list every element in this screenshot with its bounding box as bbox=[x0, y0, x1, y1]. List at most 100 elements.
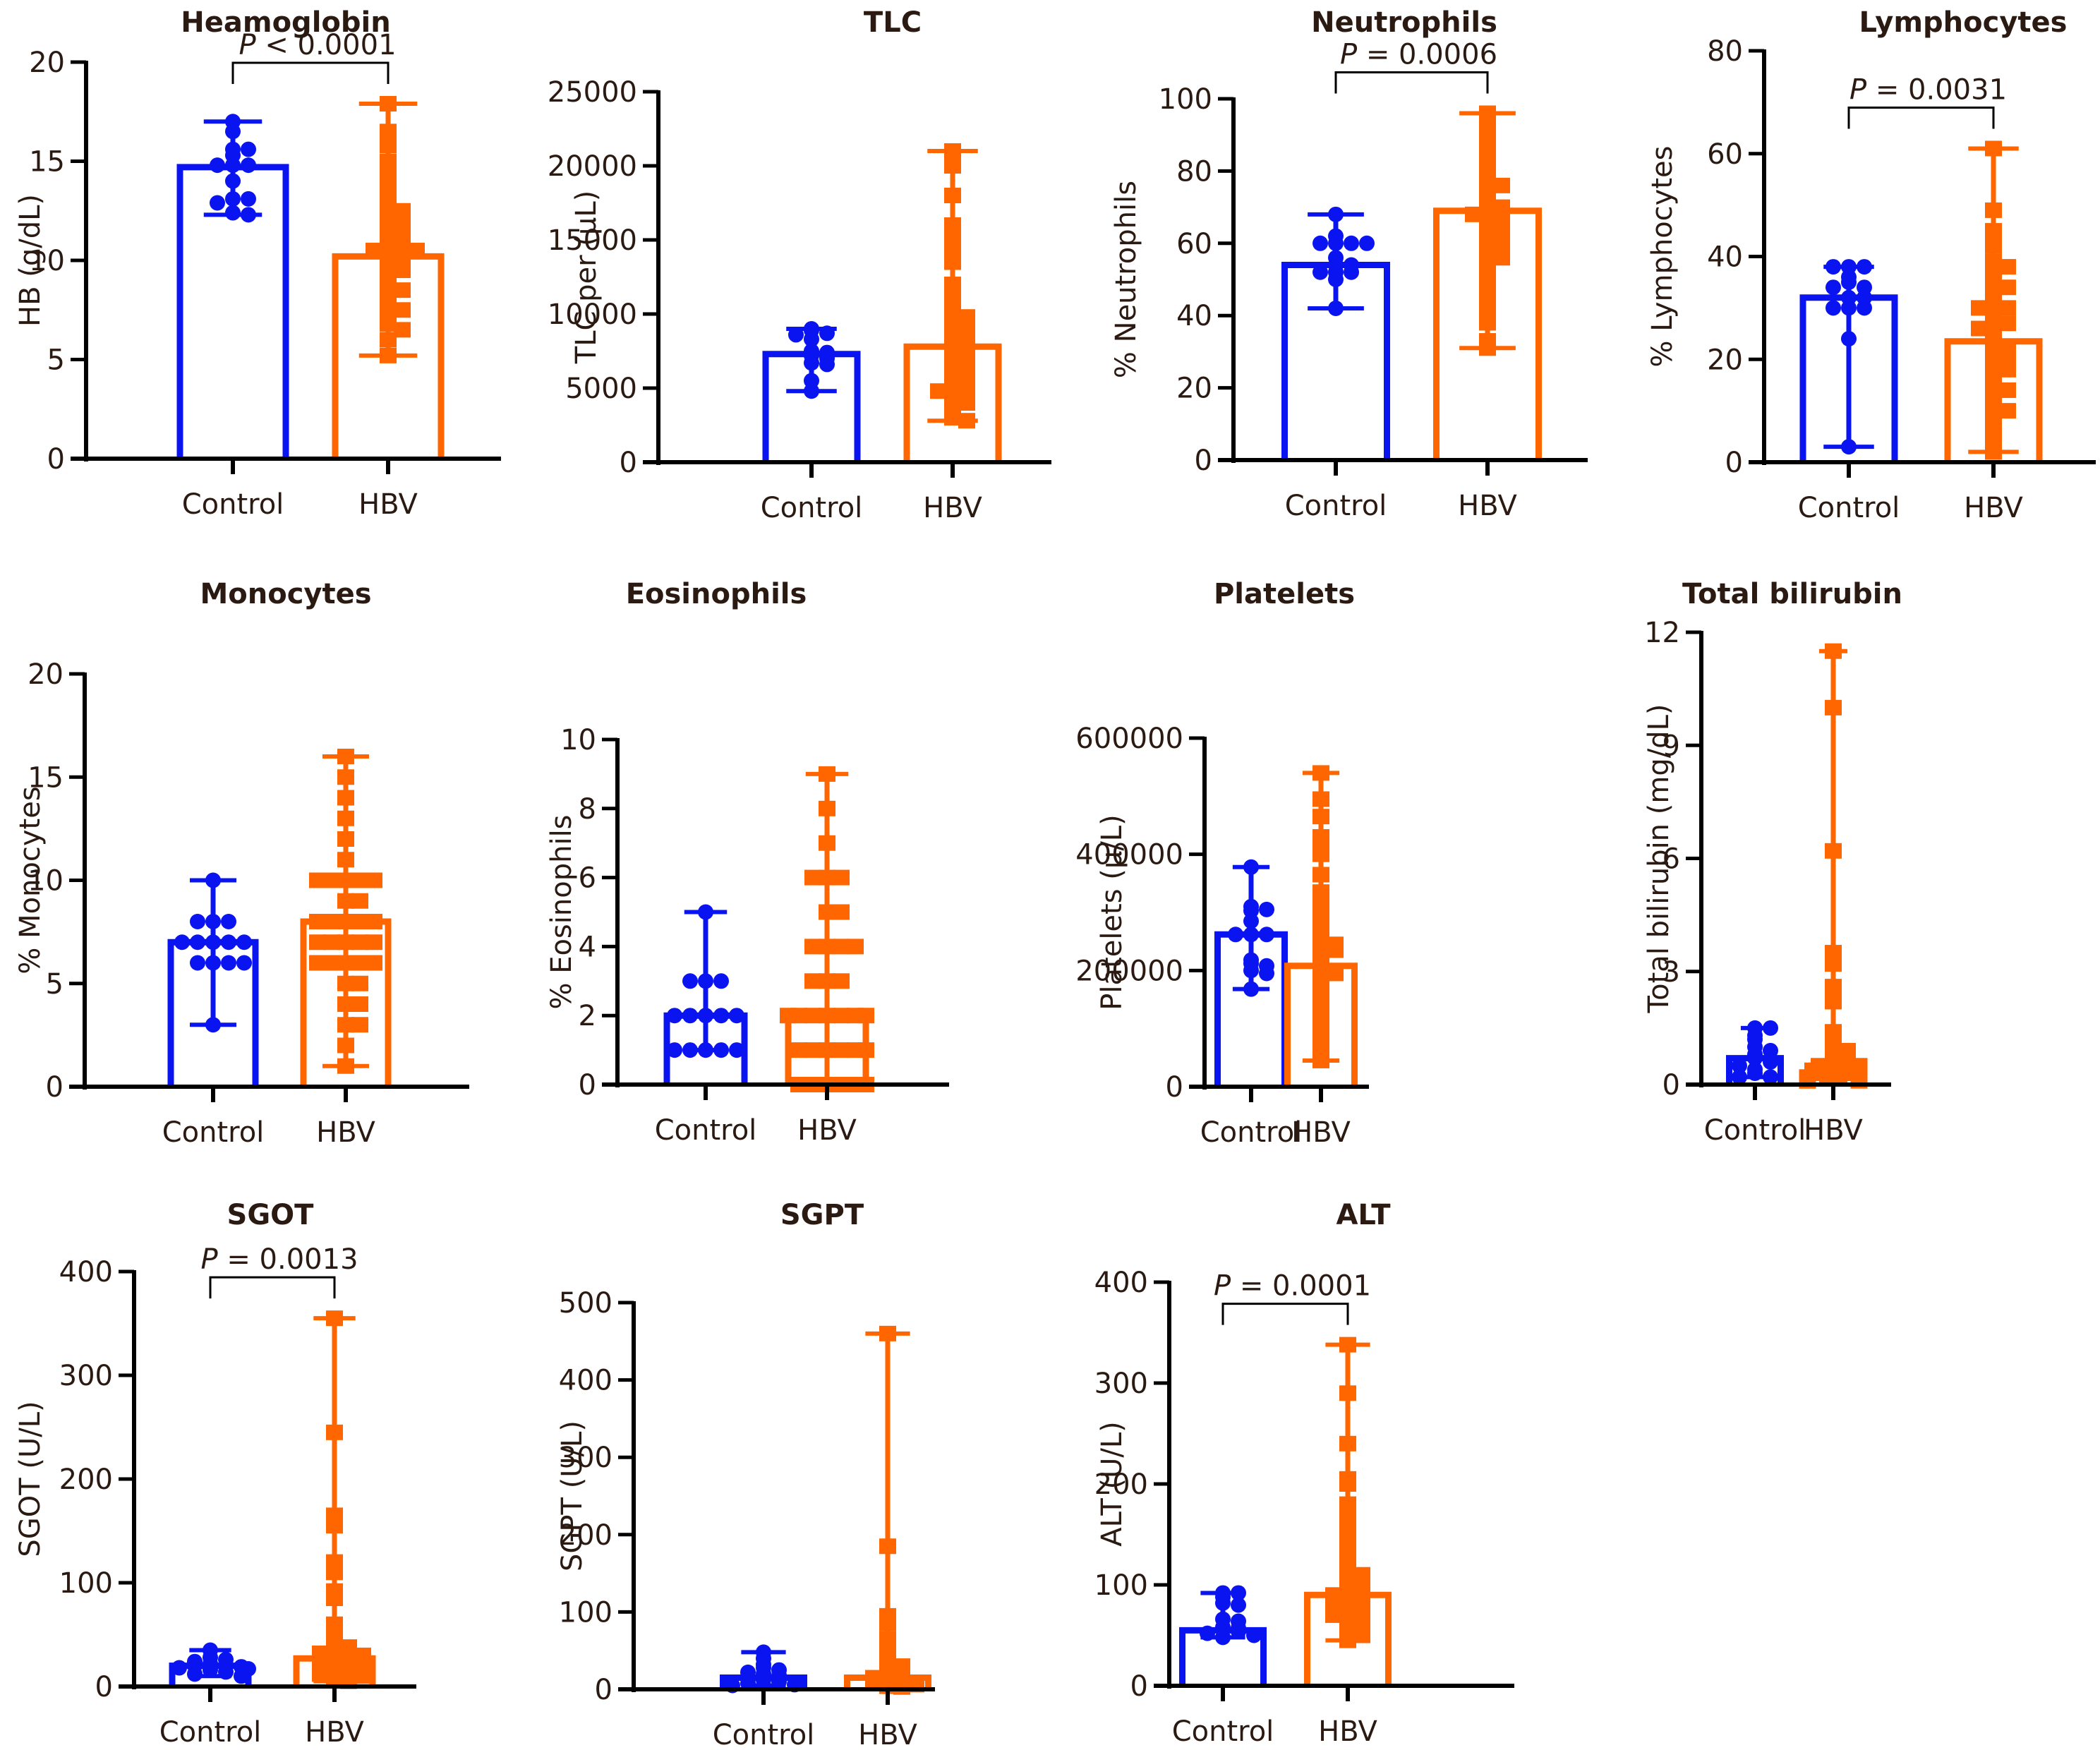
data-point-control bbox=[1328, 300, 1344, 316]
data-point-hbv bbox=[351, 996, 368, 1012]
significance-bracket bbox=[231, 61, 390, 85]
data-point-hbv bbox=[879, 1538, 896, 1555]
y-axis-title: ALT (U/L) bbox=[1096, 1421, 1128, 1547]
p-value-label: P = 0.0006 bbox=[1340, 38, 1497, 71]
data-point-control bbox=[1763, 1069, 1778, 1085]
series-control bbox=[720, 1644, 807, 1694]
data-point-control bbox=[221, 955, 236, 971]
data-point-hbv bbox=[394, 322, 411, 338]
data-point-hbv bbox=[326, 1591, 343, 1607]
y-tick-label: 25000 bbox=[548, 76, 637, 109]
p-value-label: P < 0.0001 bbox=[239, 29, 396, 61]
data-point-control bbox=[1328, 206, 1344, 222]
series-hbv bbox=[332, 96, 445, 459]
data-point-hbv bbox=[833, 1042, 850, 1058]
data-point-control bbox=[698, 1008, 713, 1024]
y-axis-title: Platelets (μ/L) bbox=[1096, 814, 1128, 1010]
data-point-control bbox=[1857, 300, 1872, 316]
y-tick-label: 0 bbox=[1130, 1670, 1148, 1703]
data-point-hbv bbox=[958, 309, 975, 325]
y-tick-label: 0 bbox=[620, 447, 637, 479]
chart-panel-lymphocytes: Lymphocytes 0 20 40 60 80 Control HBV % Lymphocy… bbox=[1646, 6, 2096, 524]
data-point-control bbox=[756, 1672, 771, 1688]
data-point-hbv bbox=[366, 242, 382, 258]
y-tick-label: 300 bbox=[59, 1360, 113, 1392]
data-point-hbv bbox=[819, 904, 835, 920]
data-point-hbv bbox=[819, 1008, 835, 1024]
data-point-control bbox=[788, 327, 804, 343]
data-point-control bbox=[1344, 264, 1359, 280]
data-point-control bbox=[190, 934, 205, 951]
data-point-hbv bbox=[944, 254, 961, 270]
y-tick-label: 60 bbox=[1707, 138, 1743, 171]
data-point-hbv bbox=[1493, 250, 1510, 266]
data-point-hbv bbox=[309, 955, 326, 971]
x-category-label-control: Control bbox=[1200, 1116, 1303, 1149]
data-point-hbv bbox=[1825, 699, 1842, 716]
data-point-hbv bbox=[394, 236, 411, 253]
y-tick-label: 80 bbox=[1707, 35, 1743, 68]
p-symbol: P bbox=[239, 29, 256, 61]
data-point-hbv bbox=[337, 1058, 354, 1074]
data-point-hbv bbox=[833, 973, 850, 989]
data-point-control bbox=[667, 1042, 682, 1058]
data-point-control bbox=[682, 973, 698, 989]
data-point-hbv bbox=[1312, 809, 1329, 825]
y-tick-label: 15000 bbox=[548, 224, 637, 257]
chart-title: Platelets bbox=[1214, 578, 1355, 610]
data-point-hbv bbox=[326, 1424, 343, 1440]
data-point-control bbox=[698, 1042, 713, 1058]
data-point-hbv bbox=[366, 955, 382, 971]
data-point-control bbox=[241, 141, 256, 157]
y-tick-label: 0 bbox=[1166, 1071, 1183, 1104]
data-point-hbv bbox=[366, 872, 382, 888]
data-point-hbv bbox=[1985, 202, 2002, 218]
p-value-text: = 0.0006 bbox=[1357, 38, 1497, 71]
data-point-hbv bbox=[958, 395, 975, 411]
data-point-control bbox=[1312, 264, 1328, 280]
data-point-control bbox=[1259, 965, 1274, 982]
p-value-text: < 0.0001 bbox=[256, 29, 397, 61]
data-point-hbv bbox=[326, 1310, 343, 1327]
y-tick-label: 9 bbox=[1662, 730, 1680, 762]
x-category-label-control: Control bbox=[1285, 490, 1387, 522]
chart-title: ALT bbox=[1336, 1199, 1391, 1231]
data-point-hbv bbox=[1325, 1607, 1342, 1623]
data-point-hbv bbox=[847, 939, 864, 955]
data-point-hbv bbox=[351, 872, 368, 888]
data-point-hbv bbox=[1325, 1587, 1342, 1603]
data-point-hbv bbox=[944, 143, 961, 159]
data-point-hbv bbox=[804, 869, 821, 886]
y-tick-label: 20 bbox=[1176, 373, 1212, 405]
y-tick-label: 6 bbox=[1662, 843, 1680, 876]
chart-panel-sgot: SGOT 0 100 200 300 400 Control HBV SGOT (U/L) P =… bbox=[14, 1199, 416, 1749]
p-value-text: = 0.0031 bbox=[1866, 73, 2007, 106]
data-point-control bbox=[1732, 1069, 1747, 1085]
data-point-hbv bbox=[1999, 382, 2016, 398]
x-category-label-hbv: HBV bbox=[858, 1719, 917, 1750]
y-tick-label: 60 bbox=[1176, 228, 1212, 260]
data-point-hbv bbox=[380, 96, 397, 112]
chart-title: SGOT bbox=[227, 1199, 315, 1231]
data-point-hbv bbox=[1327, 942, 1344, 958]
data-point-hbv bbox=[1985, 238, 2002, 254]
data-point-control bbox=[1259, 927, 1274, 943]
y-tick-label: 200000 bbox=[1075, 955, 1183, 987]
data-point-hbv bbox=[309, 872, 326, 888]
data-point-control bbox=[1359, 235, 1375, 251]
p-value-text: = 0.0001 bbox=[1231, 1270, 1371, 1303]
data-point-hbv bbox=[1999, 300, 2016, 316]
y-tick-label: 0 bbox=[1725, 447, 1743, 479]
chart-panel-heamoglobin: Heamoglobin 0 5 10 15 20 Control HBV HB (g/dL) P … bbox=[14, 6, 501, 521]
y-axis-title: % Neutrophils bbox=[1110, 181, 1142, 378]
data-point-hbv bbox=[857, 1042, 874, 1058]
data-point-hbv bbox=[337, 790, 354, 806]
data-point-hbv bbox=[1825, 843, 1842, 859]
x-category-label-hbv: HBV bbox=[923, 492, 982, 524]
y-tick-label: 15 bbox=[28, 761, 64, 794]
data-point-hbv bbox=[1312, 867, 1329, 883]
data-point-control bbox=[221, 934, 236, 951]
data-point-hbv bbox=[366, 934, 382, 951]
